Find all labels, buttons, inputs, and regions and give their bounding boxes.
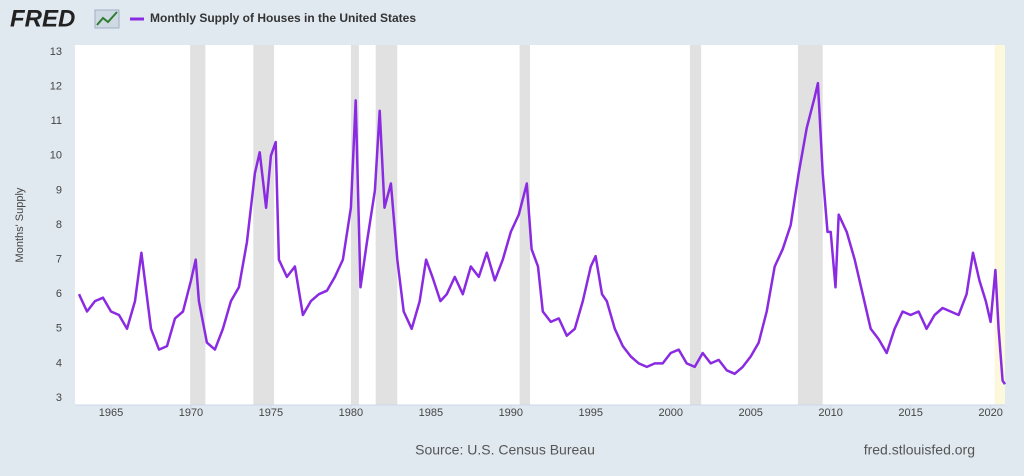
- recession-band: [190, 45, 206, 405]
- y-tick-label: 7: [56, 254, 62, 266]
- recession-band: [350, 45, 359, 405]
- site: fred.stlouisfed.org: [864, 442, 975, 458]
- x-tick-label: 1975: [259, 407, 283, 419]
- recession-band: [689, 45, 702, 405]
- y-tick-label: 6: [56, 288, 62, 300]
- plot-area: [75, 45, 1005, 405]
- y-tick-label: 9: [56, 184, 62, 196]
- x-tick-label: 2020: [978, 407, 1002, 419]
- x-tick-label: 2015: [898, 407, 922, 419]
- y-tick-label: 4: [56, 357, 62, 369]
- legend-label: Monthly Supply of Houses in the United S…: [150, 11, 416, 25]
- logo: FRED: [10, 5, 75, 32]
- source: Source: U.S. Census Bureau: [415, 442, 595, 458]
- shaded-end: [994, 45, 1005, 405]
- recession-band: [253, 45, 275, 405]
- x-tick-label: 1995: [579, 407, 603, 419]
- logo-icon: [94, 9, 120, 29]
- x-tick-label: 1985: [419, 407, 443, 419]
- y-tick-label: 10: [50, 150, 62, 162]
- x-tick-label: 1970: [179, 407, 203, 419]
- x-tick-label: 1990: [499, 407, 523, 419]
- x-tick-label: 1980: [339, 407, 363, 419]
- x-tick-label: 2000: [659, 407, 683, 419]
- x-tick-label: 2010: [818, 407, 842, 419]
- y-tick-label: 13: [50, 46, 62, 58]
- y-tick-label: 3: [56, 392, 62, 404]
- x-tick-label: 2005: [738, 407, 762, 419]
- logo-line: [96, 11, 118, 26]
- recession-band: [519, 45, 531, 405]
- y-tick-label: 8: [56, 219, 62, 231]
- y-tick-label: 5: [56, 323, 62, 335]
- data-line: [77, 81, 1007, 385]
- y-tick-label: 11: [51, 115, 62, 127]
- logo-box: [94, 9, 120, 29]
- x-tick-label: 1965: [99, 407, 123, 419]
- y-tick-label: 12: [50, 81, 62, 93]
- y-axis-label: Months' Supply: [14, 187, 26, 262]
